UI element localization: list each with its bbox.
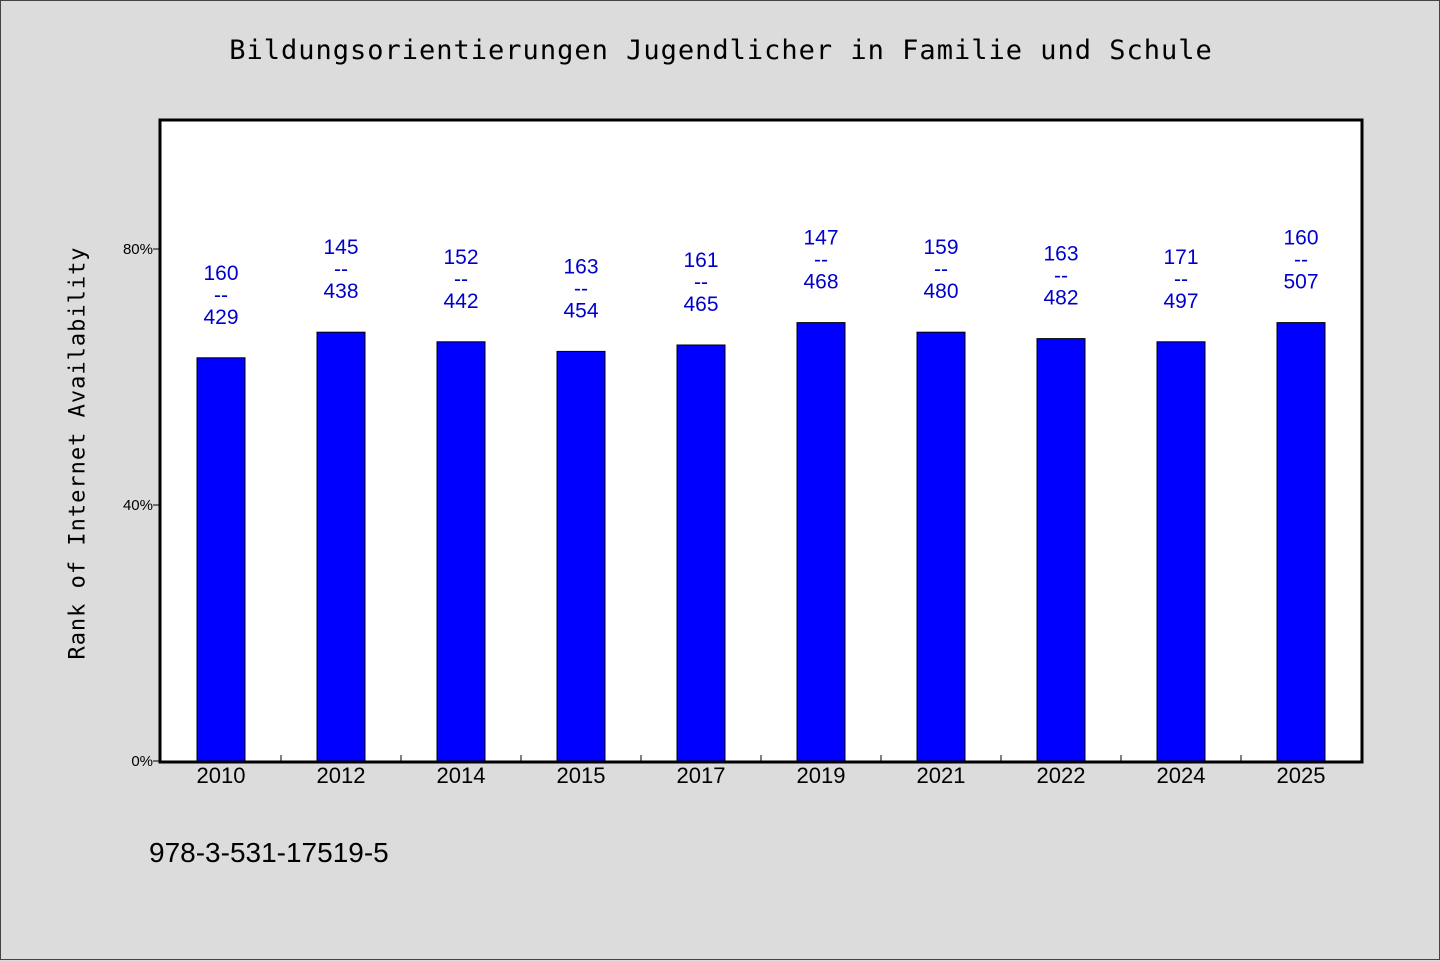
data-label: -- [934,258,948,281]
x-tick-label: 2012 [317,763,366,788]
data-label: 147 [803,227,838,250]
x-tick-label: 2025 [1277,763,1326,788]
data-label: 480 [923,280,958,303]
data-label: 152 [443,246,478,269]
y-tick-label: 40% [123,497,153,514]
bar-2025 [1276,322,1326,762]
data-label: -- [334,258,348,281]
y-tick-label: 80% [123,241,153,258]
data-label: -- [574,277,588,300]
data-label: 465 [683,293,718,316]
x-tick-label: 2019 [797,763,846,788]
data-label: 160 [1283,227,1318,250]
bar-2022 [1036,338,1086,762]
y-tick-label: 0% [131,753,153,770]
axis-layer: 2010 2012 2014 2015 2017 2019 2021 2022 2024 2025… [123,241,1326,788]
data-label: -- [454,268,468,291]
data-label: -- [1294,249,1308,272]
data-label: -- [1054,265,1068,288]
data-label: 429 [203,306,238,329]
x-tick-label: 2014 [437,763,486,788]
x-tick-label: 2017 [677,763,726,788]
bar-2017 [676,344,726,762]
chart-title: Bildungsorientierungen Jugendlicher in F… [229,35,1213,66]
bar-2021 [916,331,966,762]
data-label: -- [214,284,228,307]
data-label: 482 [1043,287,1078,310]
data-label: 454 [563,299,598,322]
data-label: 171 [1163,246,1198,269]
data-label: 468 [803,271,838,294]
data-label: 159 [923,236,958,259]
data-label: 442 [443,290,478,313]
data-label: 145 [323,236,358,259]
data-label: -- [814,249,828,272]
x-tick-label: 2022 [1037,763,1086,788]
bars-layer [196,322,1326,762]
x-tick-label: 2021 [917,763,966,788]
data-label: -- [694,271,708,294]
bar-2024 [1156,341,1206,762]
data-label: 497 [1163,290,1198,313]
data-label: 160 [203,262,238,285]
bar-2012 [316,331,366,762]
data-label: 438 [323,280,358,303]
bar-2015 [556,350,606,762]
bar-2019 [796,322,846,762]
bar-2014 [436,341,486,762]
data-label: 163 [1043,243,1078,266]
labels-layer: 160--429145--438152--442163--454161--465… [203,227,1318,329]
footer-code: 978-3-531-17519-5 [149,837,389,868]
x-tick-label: 2024 [1157,763,1206,788]
x-tick-label: 2010 [197,763,246,788]
x-tick-label: 2015 [557,763,606,788]
data-label: -- [1174,268,1188,291]
data-label: 161 [683,249,718,272]
data-label: 163 [563,255,598,278]
bar-2010 [196,357,246,762]
y-axis-label: Rank of Internet Availability [65,246,91,660]
data-label: 507 [1283,271,1318,294]
